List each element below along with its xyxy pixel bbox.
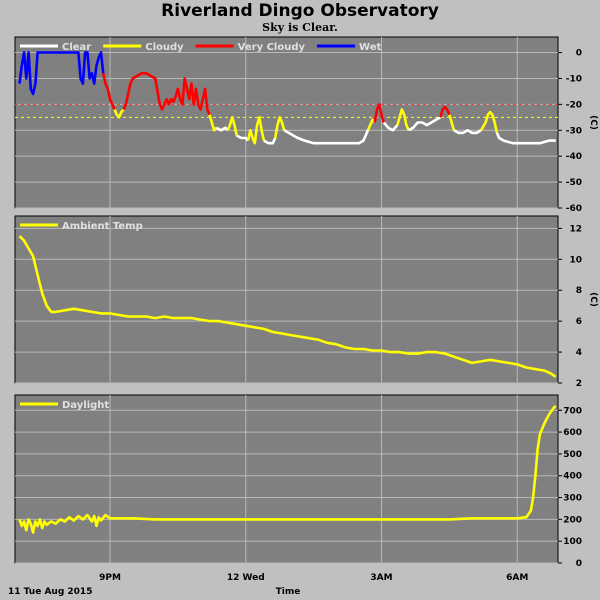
legend-label: Wet xyxy=(359,42,381,53)
daylight-panel: 0 100 200 300 400 500 600 700 Daylight xyxy=(14,394,582,569)
time-tick-label: 3AM xyxy=(370,573,392,583)
sky-series-segment xyxy=(273,116,286,139)
time-axis-label: Time xyxy=(276,587,301,597)
sky-series-segment xyxy=(408,116,442,132)
sky-ytick-label: 0 xyxy=(576,49,582,59)
daylight-ytick-label: 400 xyxy=(563,472,582,482)
ambient-ylabel: (C) xyxy=(588,292,598,307)
sky-status-subtitle: Sky is Clear. xyxy=(262,21,338,34)
daylight-ytick-label: 200 xyxy=(563,515,582,525)
ambient-ytick-label: 10 xyxy=(569,255,582,265)
sky-series-segment xyxy=(373,103,386,123)
daylight-ytick-label: 700 xyxy=(563,406,582,416)
sky-ytick-label: -20 xyxy=(566,100,582,110)
legend-label: Daylight xyxy=(62,400,109,411)
sky-series-segment xyxy=(479,110,499,134)
ambient-plot-area xyxy=(14,215,559,384)
chart-title: Riverland Dingo Observatory xyxy=(161,1,439,21)
sky-series-segment xyxy=(18,51,105,96)
sky-ytick-label: -10 xyxy=(566,74,582,84)
daylight-ytick-label: 100 xyxy=(563,537,582,547)
daylight-ytick-label: 600 xyxy=(563,428,582,438)
sky-series-segment xyxy=(448,114,456,131)
sky-series-segment xyxy=(366,118,376,131)
daylight-ytick-label: 500 xyxy=(563,450,582,460)
ambient-series-line xyxy=(18,235,557,378)
sky-series-segment xyxy=(246,116,266,145)
sky-ytick-label: -40 xyxy=(566,152,582,162)
sky-series-segment xyxy=(396,108,410,131)
sky-series-segment xyxy=(236,134,249,142)
sky-series-segment xyxy=(453,129,482,135)
sky-ytick-label: -30 xyxy=(566,126,582,136)
sky-series-segment xyxy=(113,108,125,119)
ambient-ytick-label: 6 xyxy=(576,317,582,327)
date-label: 11 Tue Aug 2015 xyxy=(8,587,92,597)
sky-plot-area xyxy=(14,36,559,209)
sky-series-segment xyxy=(101,73,116,111)
ambient-ytick-label: 2 xyxy=(576,379,582,389)
sky-series-segment xyxy=(439,105,451,118)
time-tick-label: 12 Wed xyxy=(227,573,265,583)
ambient-panel: 2 4 6 8 10 12 (C) Ambient Temp xyxy=(14,215,598,389)
time-tick-label: 6AM xyxy=(506,573,528,583)
sky-series-segment xyxy=(215,126,229,132)
sky-ylabel: (C) xyxy=(588,115,598,130)
ambient-ytick-label: 12 xyxy=(569,224,582,234)
sky-ytick-label: -60 xyxy=(566,204,582,214)
sky-series-segment xyxy=(208,114,218,132)
sky-series-segment xyxy=(382,121,399,132)
sky-ytick-label: -50 xyxy=(566,178,582,188)
ambient-ytick-label: 4 xyxy=(576,348,582,358)
daylight-series-line xyxy=(18,404,557,534)
sky-series-segment xyxy=(226,116,238,136)
legend-label: Ambient Temp xyxy=(62,221,143,232)
sky-series-segment xyxy=(263,137,277,145)
sky-series-segment xyxy=(283,129,370,145)
daylight-ytick-label: 0 xyxy=(576,559,582,569)
legend-label: Very Cloudy xyxy=(238,42,306,53)
time-tick-label: 9PM xyxy=(99,573,121,583)
legend-label: Cloudy xyxy=(145,42,184,53)
sky-series-segment xyxy=(122,72,211,116)
sky-series-segment xyxy=(495,132,556,145)
sky-panel: 0 -10 -20 -30 -40 -50 -60 (C) Clear Cloudy Very Cl… xyxy=(14,36,598,214)
daylight-plot-area xyxy=(14,394,559,564)
daylight-ytick-label: 300 xyxy=(563,494,582,504)
legend-label: Clear xyxy=(62,42,91,53)
ambient-ytick-label: 8 xyxy=(576,286,582,296)
